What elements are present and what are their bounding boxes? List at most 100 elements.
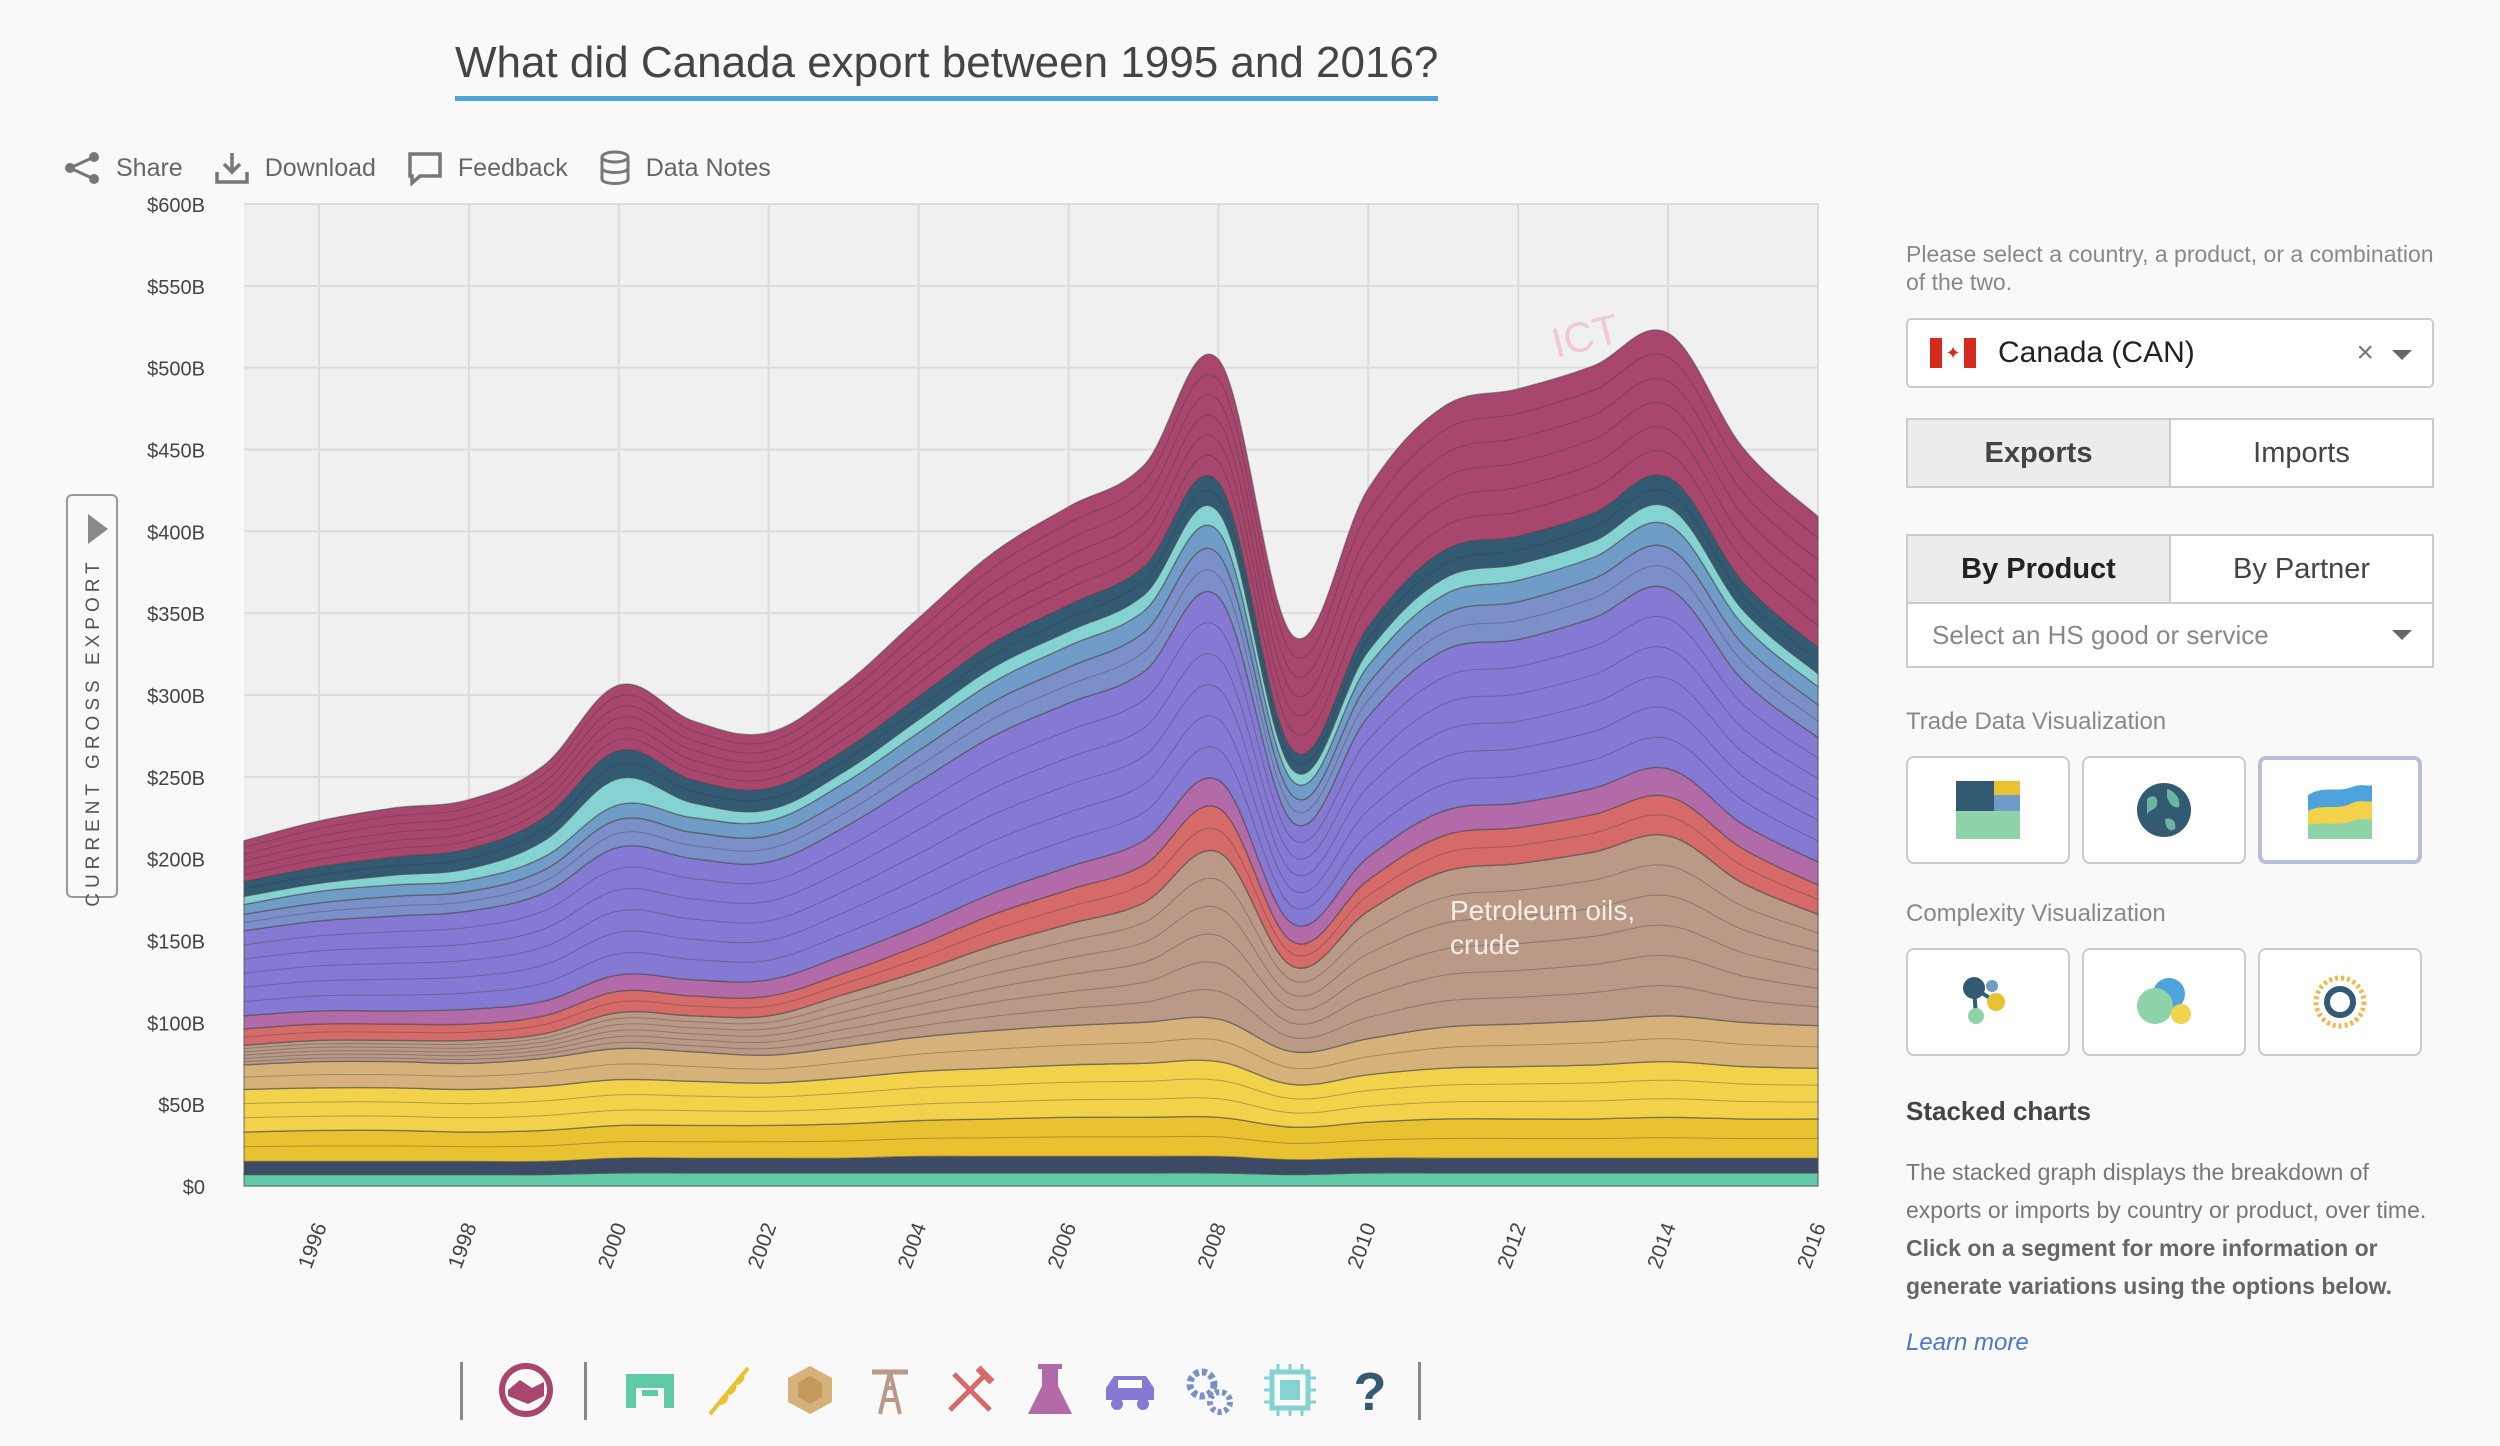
- area-series-13[interactable]: [243, 329, 1819, 883]
- complexity-viz-options: [1906, 948, 2434, 1056]
- x-tick-label: 1996: [294, 1220, 332, 1272]
- y-tick-label: $450B: [147, 441, 205, 463]
- stacked-charts-description: The stacked graph displays the breakdown…: [1906, 1153, 2434, 1305]
- area-texture-line: [243, 1078, 1819, 1105]
- area-texture-line: [243, 924, 1819, 1056]
- chevron-down-icon: [2392, 630, 2412, 640]
- download-button[interactable]: Download: [213, 150, 376, 186]
- agriculture-icon[interactable]: [700, 1360, 760, 1420]
- data-notes-button[interactable]: Data Notes: [598, 150, 771, 186]
- feedback-button[interactable]: Feedback: [406, 150, 568, 186]
- hs-product-select[interactable]: Select an HS good or service: [1906, 604, 2434, 668]
- stacked-viz-button[interactable]: [2258, 756, 2422, 864]
- share-button[interactable]: Share: [62, 150, 183, 186]
- category-icon-bar: ?: [460, 1360, 1424, 1420]
- x-tick-label: 2016: [1793, 1220, 1831, 1272]
- minerals-icon[interactable]: [860, 1360, 920, 1420]
- y-tick-label: $150B: [147, 932, 205, 954]
- page-title: What did Canada export between 1995 and …: [455, 38, 1439, 101]
- canada-flag-icon: ✦: [1930, 338, 1976, 368]
- x-tick-label: 1998: [444, 1220, 482, 1272]
- trade-viz-options: [1906, 756, 2434, 864]
- area-texture-line: [243, 985, 1819, 1063]
- y-axis-label: CURRENT GROSS EXPORT: [83, 557, 104, 907]
- chevron-down-icon[interactable]: [2392, 350, 2412, 360]
- y-tick-label: $350B: [147, 604, 205, 626]
- y-tick-label: $400B: [147, 522, 205, 544]
- feedback-icon: [408, 152, 442, 186]
- area-texture-line: [243, 377, 1819, 855]
- stacked-area-chart[interactable]: $0 $50B $100B $150B $200B $250B $300B $350B $400…: [0, 0, 1900, 1340]
- tab-exports[interactable]: Exports: [1906, 418, 2171, 488]
- expand-arrow-icon: [88, 514, 108, 544]
- download-label: Download: [264, 153, 376, 182]
- x-tick-label: 2014: [1643, 1220, 1681, 1272]
- selection-prompt: Please select a country, a product, or a…: [1906, 241, 2434, 295]
- icon-bar-divider: [460, 1362, 463, 1420]
- area-texture-line: [243, 706, 1819, 988]
- stone-icon[interactable]: [780, 1360, 840, 1420]
- clear-selection-icon[interactable]: ×: [2356, 336, 2374, 369]
- x-tick-label: 2002: [744, 1220, 782, 1272]
- annotation-petroleum: Petroleum oils, crude: [1450, 895, 1635, 960]
- download-icon: [214, 153, 249, 184]
- area-texture-line: [243, 402, 1819, 862]
- area-texture-line: [243, 353, 1819, 848]
- area-texture-line: [243, 736, 1819, 1003]
- y-tick-label: $250B: [147, 768, 205, 790]
- other-icon[interactable]: ?: [1340, 1360, 1400, 1420]
- country-select[interactable]: ✦ Canada (CAN) ×: [1906, 318, 2434, 388]
- stacked-chart-icon: [2308, 785, 2372, 839]
- rings-icon: [2313, 975, 2367, 1029]
- trade-viz-label: Trade Data Visualization: [1906, 708, 2167, 735]
- learn-more-link[interactable]: Learn more: [1906, 1329, 2029, 1356]
- stacked-charts-heading: Stacked charts: [1906, 1096, 2091, 1126]
- textiles-icon[interactable]: [620, 1360, 680, 1420]
- y-tick-label: $550B: [147, 277, 205, 299]
- treemap-viz-button[interactable]: [1906, 756, 2070, 864]
- area-texture-line: [243, 1135, 1819, 1148]
- area-texture-line: [243, 646, 1819, 960]
- y-tick-label: $50B: [158, 1095, 205, 1117]
- feedback-label: Feedback: [457, 153, 568, 182]
- tab-by-partner[interactable]: By Partner: [2171, 534, 2434, 604]
- machinery-icon[interactable]: [1180, 1360, 1240, 1420]
- services-icon[interactable]: [496, 1360, 556, 1420]
- area-texture-line: [243, 864, 1819, 1049]
- database-icon: [600, 150, 630, 185]
- y-tick-label: $100B: [147, 1013, 205, 1035]
- control-panel: Please select a country, a product, or a…: [1906, 240, 2434, 1357]
- x-tick-label: 2008: [1193, 1220, 1231, 1272]
- icon-bar-divider: [1418, 1362, 1421, 1420]
- tab-imports[interactable]: Imports: [2171, 418, 2434, 488]
- product-space-viz-button[interactable]: [2082, 948, 2246, 1056]
- area-texture-line: [243, 814, 1819, 1038]
- area-texture-line: [243, 1038, 1819, 1078]
- network-viz-button[interactable]: [1906, 948, 2070, 1056]
- icon-bar-divider: [584, 1362, 587, 1420]
- x-tick-label: 2012: [1493, 1220, 1531, 1272]
- chemicals-icon[interactable]: [1020, 1360, 1080, 1420]
- complexity-viz-label: Complexity Visualization: [1906, 900, 2166, 927]
- tab-by-product[interactable]: By Product: [1906, 534, 2171, 604]
- x-tick-label: 2000: [594, 1220, 632, 1272]
- flow-toggle: Exports Imports: [1906, 418, 2434, 488]
- area-texture-line: [243, 426, 1819, 869]
- description-text: The stacked graph displays the breakdown…: [1906, 1159, 2427, 1223]
- treemap-icon: [1956, 781, 2020, 839]
- metals-icon[interactable]: [940, 1360, 1000, 1420]
- globe-icon: [2137, 783, 2191, 837]
- area-texture-line: [243, 489, 1819, 890]
- area-texture-line: [243, 954, 1819, 1059]
- vehicles-icon[interactable]: [1100, 1360, 1160, 1420]
- geomap-viz-button[interactable]: [2082, 756, 2246, 864]
- svg-text:?: ?: [1354, 1362, 1387, 1420]
- toolbar: Share Download Feedback Data Notes: [62, 150, 801, 186]
- electronics-icon[interactable]: [1260, 1360, 1320, 1420]
- description-emphasis: Click on a segment for more information …: [1906, 1235, 2393, 1299]
- area-texture-line: [243, 894, 1819, 1053]
- rings-viz-button[interactable]: [2258, 948, 2422, 1056]
- area-texture-line: [243, 1097, 1819, 1119]
- y-tick-label: $200B: [147, 850, 205, 872]
- y-axis-toggle-tab[interactable]: CURRENT GROSS EXPORT: [66, 494, 118, 907]
